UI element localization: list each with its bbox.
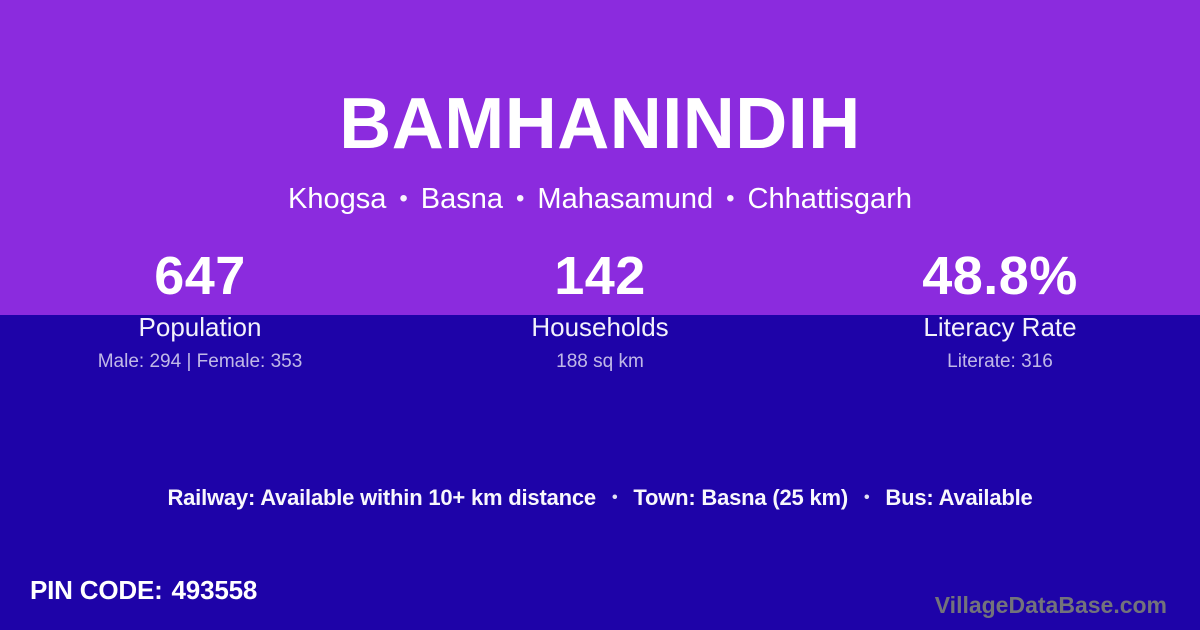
literacy-rate-detail: Literate: 316 (947, 351, 1053, 372)
bus-info: Bus: Available (885, 485, 1033, 510)
pin-code-value: 493558 (171, 575, 258, 605)
location-state: Chhattisgarh (747, 183, 912, 215)
population-label: Population (138, 312, 262, 342)
literacy-rate-label: Literacy Rate (923, 312, 1077, 342)
pin-code: PIN CODE: 493558 (30, 573, 257, 607)
stat-households: 142 Households 188 sq km (400, 246, 800, 374)
pin-code-label: PIN CODE: (30, 575, 163, 605)
bullet-separator-icon: • (399, 185, 408, 212)
location-breadcrumb: Khogsa • Basna • Mahasamund • Chhattisga… (0, 182, 1200, 216)
population-value: 647 (154, 246, 246, 306)
town-info: Town: Basna (25 km) (633, 485, 848, 510)
bullet-separator-icon: • (726, 185, 735, 212)
households-value: 142 (554, 246, 646, 306)
bullet-separator-icon: • (611, 489, 618, 506)
stats-row: 647 Population Male: 294 | Female: 353 1… (0, 246, 1200, 374)
location-block: Basna (420, 183, 504, 215)
top-background (0, 0, 1200, 315)
railway-info: Railway: Available within 10+ km distanc… (167, 485, 596, 510)
site-watermark: VillageDataBase.com (934, 592, 1167, 618)
households-detail: 188 sq km (556, 351, 644, 372)
stat-population: 647 Population Male: 294 | Female: 353 (0, 246, 400, 374)
bullet-separator-icon: • (516, 185, 525, 212)
location-district: Mahasamund (537, 183, 714, 215)
stat-literacy-rate: 48.8% Literacy Rate Literate: 316 (800, 246, 1200, 374)
households-label: Households (531, 312, 669, 342)
population-detail: Male: 294 | Female: 353 (97, 351, 303, 372)
transport-info-line: Railway: Available within 10+ km distanc… (0, 483, 1200, 513)
bullet-separator-icon: • (863, 489, 870, 506)
bottom-background (0, 315, 1200, 630)
village-name-title: BAMHANINDIH (339, 84, 861, 164)
location-tehsil: Khogsa (288, 183, 387, 215)
literacy-rate-value: 48.8% (922, 246, 1078, 306)
